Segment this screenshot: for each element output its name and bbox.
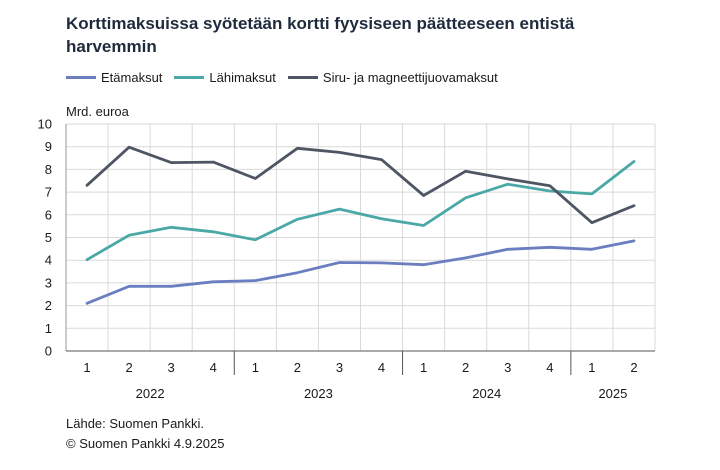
- y-tick-label: 0: [45, 344, 52, 359]
- x-tick-label: 2: [462, 360, 469, 375]
- x-tick-label: 4: [210, 360, 217, 375]
- legend-label-etamaksut: Etämaksut: [101, 69, 163, 85]
- legend-item-siru: Siru- ja magneettijuovamaksut: [287, 69, 498, 85]
- x-tick-label: 2: [294, 360, 301, 375]
- x-tick-label: 3: [336, 360, 343, 375]
- y-tick-label: 3: [45, 275, 52, 290]
- series-line-3: [85, 145, 636, 225]
- y-tick-label: 2: [45, 298, 52, 313]
- x-tick-label: 2: [125, 360, 132, 375]
- x-tick-label: 2: [630, 360, 637, 375]
- source-note: Lähde: Suomen Pankki. © Suomen Pankki 4.…: [66, 414, 224, 454]
- series-line-1: [85, 239, 636, 305]
- legend-swatch-lahimaksut: [174, 75, 205, 79]
- year-label: 2025: [598, 386, 627, 401]
- x-tick-label: 1: [588, 360, 595, 375]
- x-tick-label: 3: [504, 360, 511, 375]
- legend-label-lahimaksut: Lähimaksut: [209, 69, 276, 85]
- y-axis-label: Mrd. euroa: [66, 104, 130, 119]
- chart-title: Korttimaksuissa syötetään kortti fyysise…: [66, 14, 575, 56]
- y-tick-label: 6: [45, 207, 52, 222]
- y-tick-label: 7: [45, 185, 52, 200]
- x-tick-label: 4: [378, 360, 385, 375]
- source-line: Lähde: Suomen Pankki.: [66, 416, 205, 431]
- x-tick-label: 1: [252, 360, 259, 375]
- year-label: 2022: [136, 386, 165, 401]
- legend-item-lahimaksut: Lähimaksut: [174, 69, 276, 85]
- y-tick-label: 4: [45, 253, 52, 268]
- chart-legend: Etämaksut Lähimaksut Siru- ja magneettij…: [66, 68, 510, 86]
- y-tick-label: 8: [45, 162, 52, 177]
- legend-swatch-siru: [287, 75, 318, 79]
- legend-swatch-etamaksut: [66, 75, 96, 79]
- series-line-2: [85, 160, 636, 262]
- x-tick-label: 1: [83, 360, 90, 375]
- y-tick-label: 10: [38, 117, 52, 132]
- legend-item-etamaksut: Etämaksut: [66, 70, 162, 85]
- year-label: 2023: [304, 386, 333, 401]
- x-tick-label: 3: [168, 360, 175, 375]
- x-tick-label: 4: [546, 360, 553, 375]
- x-tick-label: 1: [420, 360, 427, 375]
- y-tick-label: 1: [45, 321, 52, 336]
- legend-label-siru: Siru- ja magneettijuovamaksut: [322, 69, 498, 85]
- y-tick-label: 9: [45, 139, 52, 154]
- copyright-line: © Suomen Pankki 4.9.2025: [66, 436, 225, 451]
- y-tick-label: 5: [45, 230, 52, 245]
- year-label: 2024: [472, 386, 501, 401]
